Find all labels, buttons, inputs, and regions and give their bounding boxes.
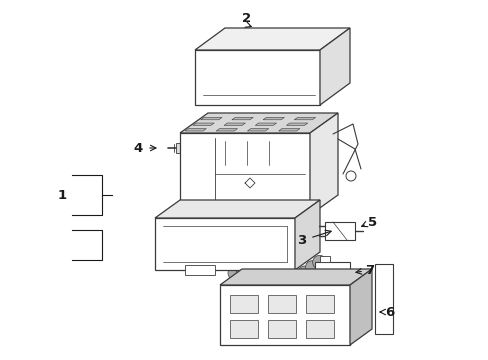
Polygon shape xyxy=(195,50,319,105)
Polygon shape xyxy=(263,117,284,120)
Text: 6: 6 xyxy=(385,306,394,319)
Polygon shape xyxy=(220,269,371,285)
Polygon shape xyxy=(176,143,187,153)
Polygon shape xyxy=(305,320,333,338)
Polygon shape xyxy=(155,200,319,218)
Polygon shape xyxy=(294,117,315,120)
Polygon shape xyxy=(200,117,222,120)
Polygon shape xyxy=(229,320,258,338)
Circle shape xyxy=(227,266,242,280)
Polygon shape xyxy=(184,265,215,275)
Polygon shape xyxy=(319,28,349,105)
Polygon shape xyxy=(278,129,299,131)
Polygon shape xyxy=(229,295,258,313)
Circle shape xyxy=(235,261,249,275)
Text: 3: 3 xyxy=(297,234,306,247)
Circle shape xyxy=(378,294,388,304)
Circle shape xyxy=(317,269,327,279)
Polygon shape xyxy=(255,123,276,125)
Polygon shape xyxy=(180,133,309,215)
Polygon shape xyxy=(325,222,354,240)
Circle shape xyxy=(270,261,284,275)
Polygon shape xyxy=(184,129,206,131)
Polygon shape xyxy=(374,264,392,334)
Polygon shape xyxy=(314,262,349,287)
Polygon shape xyxy=(216,129,237,131)
Polygon shape xyxy=(247,129,268,131)
Polygon shape xyxy=(231,117,253,120)
Circle shape xyxy=(305,261,319,275)
Circle shape xyxy=(346,171,355,181)
Polygon shape xyxy=(305,295,333,313)
Polygon shape xyxy=(224,123,245,125)
Polygon shape xyxy=(267,295,295,313)
Polygon shape xyxy=(180,113,337,133)
Text: 4: 4 xyxy=(133,141,142,154)
Text: 1: 1 xyxy=(57,189,66,202)
Text: 2: 2 xyxy=(242,12,251,24)
Polygon shape xyxy=(192,123,214,125)
Circle shape xyxy=(312,255,326,269)
Circle shape xyxy=(297,266,311,280)
Circle shape xyxy=(329,269,339,279)
Circle shape xyxy=(242,255,256,269)
Polygon shape xyxy=(349,269,371,345)
Polygon shape xyxy=(286,123,307,125)
Circle shape xyxy=(277,255,291,269)
Polygon shape xyxy=(267,320,295,338)
Text: 5: 5 xyxy=(367,216,377,229)
Polygon shape xyxy=(294,200,319,270)
Polygon shape xyxy=(195,28,349,50)
Text: 7: 7 xyxy=(365,264,374,276)
Polygon shape xyxy=(155,218,294,270)
Circle shape xyxy=(263,266,276,280)
Polygon shape xyxy=(309,113,337,215)
Polygon shape xyxy=(319,256,329,262)
Polygon shape xyxy=(220,285,349,345)
